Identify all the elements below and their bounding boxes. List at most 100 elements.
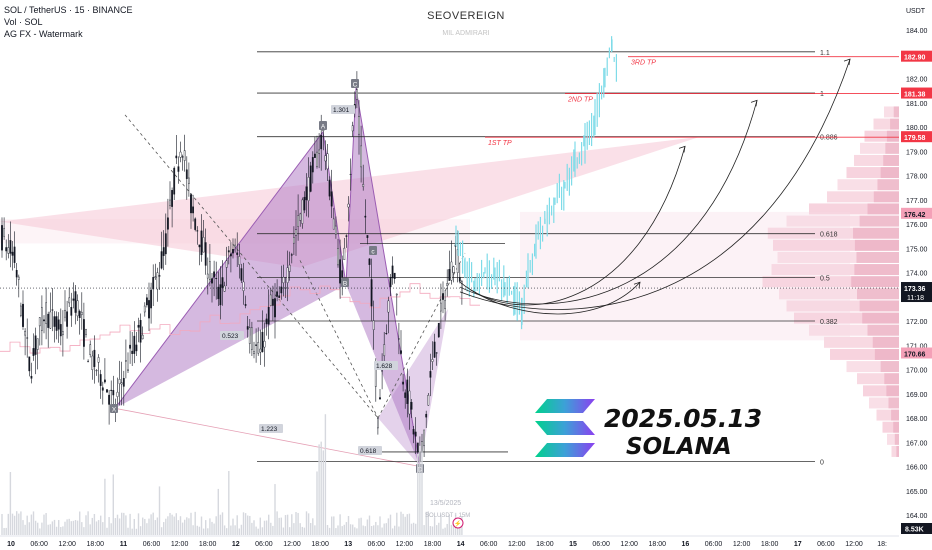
candle-body: [162, 247, 165, 256]
candle-body: [358, 116, 360, 135]
pattern-point-label: X: [112, 407, 117, 414]
volume-bar: [297, 512, 299, 535]
candle-body: [187, 177, 190, 184]
pattern-point-box: [341, 278, 349, 287]
volume-tag: [901, 523, 932, 534]
candle-body: [219, 284, 222, 306]
candle-body: [49, 311, 52, 329]
volume-bar: [242, 512, 245, 535]
volume-bar: [95, 521, 98, 535]
candle-body: [137, 324, 140, 328]
candle-body: [332, 218, 335, 230]
candle-body: [181, 156, 184, 158]
candle-body: [286, 267, 289, 283]
candle-body: [269, 294, 272, 306]
candle-body: [412, 429, 415, 435]
candle-body: [164, 233, 167, 255]
candle-body: [257, 342, 260, 354]
volume-bar: [163, 522, 165, 535]
volume-bar: [255, 526, 257, 535]
volume-bar: [83, 527, 85, 535]
candle-body: [280, 286, 283, 294]
target-label: 2ND TP: [567, 97, 593, 104]
candle-body: [211, 278, 213, 284]
arrow-head: [678, 145, 686, 153]
volume-bar: [207, 528, 209, 535]
volume-bar: [79, 511, 81, 535]
target-label: 1ST TP: [488, 140, 512, 147]
volume-bar: [148, 518, 150, 535]
volume-bar: [356, 528, 358, 535]
volume-legend[interactable]: Vol · SOL: [4, 17, 43, 27]
candle-body: [171, 190, 173, 207]
candle-body: [433, 341, 436, 358]
candle-body: [20, 305, 22, 316]
volume-bar: [448, 514, 450, 535]
time-tick: 06:00: [705, 541, 723, 548]
candle-body: [267, 306, 270, 325]
profile-bar: [854, 154, 899, 166]
volume-bar: [299, 523, 301, 535]
candle-body: [320, 134, 323, 150]
target-label: 3RD TP: [631, 60, 656, 67]
price-tag-label: 181.38: [904, 92, 926, 99]
symbol-legend[interactable]: SOL / TetherUS · 15 · BINANCE: [4, 5, 133, 15]
volume-bar: [301, 526, 303, 535]
candle-body: [91, 355, 94, 370]
candle-body: [379, 397, 381, 400]
date-overlay: 2025.05.13: [604, 404, 763, 433]
volume-bar: [268, 514, 270, 535]
candle-body: [202, 237, 205, 253]
candle-body: [154, 276, 157, 278]
volume-bar: [60, 527, 62, 535]
candle-body: [232, 249, 234, 254]
volume-bar: [436, 525, 438, 535]
indicator-legend[interactable]: AG FX - Watermark: [4, 29, 83, 39]
candle-body: [255, 344, 257, 346]
xd-line: [114, 407, 421, 467]
volume-bar: [247, 515, 249, 535]
candle-body: [234, 244, 236, 248]
candle-body: [366, 235, 369, 238]
candle-body: [429, 371, 432, 378]
price-tick: 165.00: [906, 489, 928, 496]
volume-bar: [177, 520, 180, 535]
solana-logo: [535, 399, 595, 457]
volume-bar: [263, 520, 266, 535]
candle-body: [416, 442, 419, 453]
candle-body: [345, 235, 348, 237]
volume-bar: [55, 526, 58, 535]
fib-label-0.382: 0.382: [820, 319, 838, 326]
candle-body: [297, 215, 299, 227]
pattern-point-box: [319, 121, 327, 130]
profile-bar: [767, 227, 899, 239]
candle-body: [124, 360, 127, 362]
time-tick: 16: [682, 541, 690, 548]
volume-bar: [66, 519, 68, 535]
price-tick: 166.00: [906, 465, 928, 472]
candle-body: [17, 276, 20, 280]
candle-body: [38, 317, 41, 327]
volume-bar: [253, 520, 255, 535]
price-tick: 171.00: [906, 343, 928, 350]
volume-bar: [165, 518, 167, 535]
candle-body: [263, 340, 266, 348]
volume-bar: [87, 511, 89, 535]
profile-bar-core: [859, 300, 899, 312]
profile-bar: [846, 167, 899, 179]
volume-bar: [431, 526, 434, 535]
volume-bar: [11, 513, 14, 535]
candle-body: [383, 344, 386, 357]
profile-bar: [887, 433, 899, 445]
volume-bar: [335, 528, 337, 535]
volume-bar: [415, 523, 417, 535]
projection-arrow: [459, 100, 758, 305]
volume-bar: [215, 516, 217, 535]
volume-bar: [158, 486, 161, 535]
candle-body: [217, 286, 220, 300]
profile-bar-core: [880, 361, 899, 373]
profile-bar-core: [872, 336, 899, 348]
pattern-point-box: [369, 246, 377, 255]
